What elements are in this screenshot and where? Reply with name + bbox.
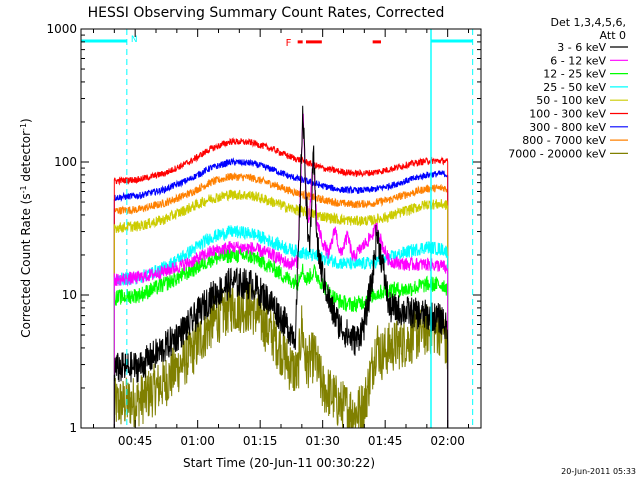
axes-layer: 1 10 100 1000 00:45 01:00 01:15 01:30 01:45 02:00 [46, 22, 482, 448]
y-tick-label-2: 10 [62, 288, 77, 302]
y-axis-label-sup-1: -1 [19, 185, 28, 193]
flare-marker-label: F [286, 38, 292, 49]
series-layer [113, 105, 449, 429]
detector-line-2: Att 0 [600, 29, 626, 42]
night-marker-label: N [131, 35, 138, 45]
x-tick-label-1: 00:45 [118, 434, 153, 448]
legend-label-6: 100 - 300 keV [529, 108, 606, 121]
x-tick-label-5: 01:45 [368, 434, 403, 448]
series-line-6 [113, 137, 449, 428]
series-line-2 [113, 113, 449, 428]
legend-label-9: 7000 - 20000 keV [508, 147, 606, 160]
series-line-1 [113, 105, 449, 428]
legend-label-2: 6 - 12 keV [550, 54, 606, 67]
y-tick-label-3: 100 [54, 155, 77, 169]
legend-label-7: 300 - 800 keV [529, 121, 606, 134]
x-tick-label-4: 01:30 [305, 434, 340, 448]
y-axis-label-part-2: detector [19, 131, 33, 186]
legend-label-5: 50 - 100 keV [536, 94, 606, 107]
series-line-5 [113, 189, 449, 428]
timestamp: 20-Jun-2011 05:33 [561, 467, 636, 476]
chart-title: HESSI Observing Summary Count Rates, Cor… [88, 5, 445, 21]
y-axis-label-sup-2: -1 [19, 123, 28, 131]
series-line-7 [113, 157, 449, 428]
legend-label-4: 25 - 50 keV [543, 81, 606, 94]
legend-label-3: 12 - 25 keV [543, 68, 606, 81]
y-axis-label-part-1: Corrected Count Rate (s [19, 193, 33, 337]
x-tick-label-6: 02:00 [430, 434, 465, 448]
x-axis-label: Start Time (20-Jun-11 00:30:22) [183, 456, 375, 470]
x-tick-label-2: 01:00 [180, 434, 215, 448]
y-tick-label-4: 1000 [46, 22, 77, 36]
series-line-3 [113, 247, 449, 428]
y-tick-label-1: 1 [69, 421, 77, 435]
y-axis-label: Corrected Count Rate (s-1 detector-1) [19, 118, 33, 337]
legend-label-1: 3 - 6 keV [557, 41, 606, 54]
series-line-9 [113, 282, 449, 429]
detector-line-1: Det 1,3,4,5,6, [550, 16, 626, 29]
y-axis-label-part-3: ) [19, 118, 33, 123]
series-line-8 [113, 172, 449, 428]
x-tick-label-3: 01:15 [243, 434, 278, 448]
legend-label-8: 800 - 7000 keV [522, 134, 606, 147]
